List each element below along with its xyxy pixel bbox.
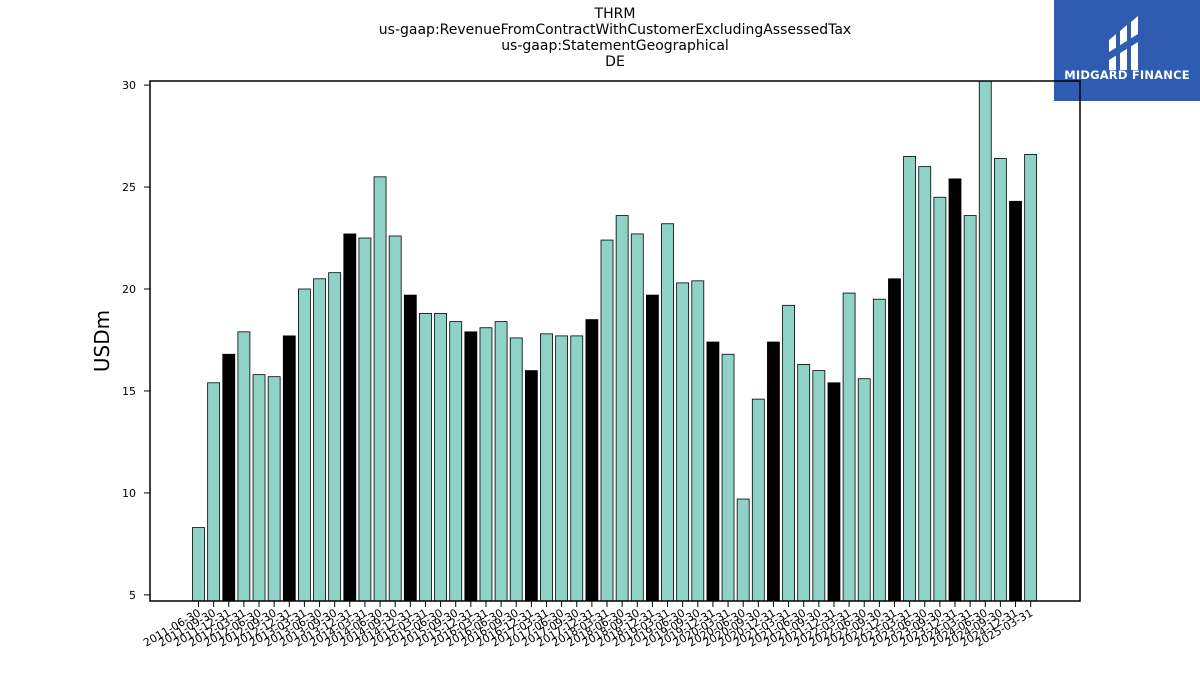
bar-2013-06-30 bbox=[313, 278, 326, 602]
bar-2014-09-30 bbox=[388, 235, 402, 602]
bar-2019-09-30 bbox=[691, 280, 705, 602]
bar-2015-03-31 bbox=[419, 313, 432, 602]
bar-2021-09-30 bbox=[812, 370, 826, 602]
bar-2016-12-31 bbox=[524, 370, 538, 602]
plot-frame bbox=[149, 80, 1081, 602]
bars-group bbox=[192, 80, 1038, 602]
bar-2023-09-30 bbox=[933, 196, 947, 602]
midgard-finance-logo: MIDGARD FINANCE bbox=[1054, 0, 1200, 101]
bar-2013-12-31 bbox=[343, 233, 357, 602]
bar-2012-06-30 bbox=[252, 374, 266, 602]
title-line-member: DE bbox=[605, 54, 625, 70]
y-axis-label: USDm bbox=[90, 310, 114, 372]
bar-2014-12-31 bbox=[403, 294, 417, 602]
title-line-axis: us-gaap:StatementGeographical bbox=[501, 38, 729, 54]
bar-2024-12-31 bbox=[1009, 200, 1022, 602]
midgard-logo-icon bbox=[1109, 16, 1138, 70]
bar-2017-03-31 bbox=[540, 333, 553, 602]
bar-2025-03-31 bbox=[1024, 154, 1038, 602]
bar-2022-03-31 bbox=[842, 292, 856, 602]
bar-2012-09-30 bbox=[267, 376, 281, 602]
bar-2018-03-31 bbox=[600, 239, 614, 602]
bar-2020-06-30 bbox=[736, 498, 750, 602]
bar-2019-03-31 bbox=[661, 223, 674, 602]
bar-2021-12-31 bbox=[827, 382, 841, 602]
bar-2011-06-30 bbox=[192, 527, 205, 602]
bar-2015-06-30 bbox=[434, 313, 447, 602]
y-tick-label: 30 bbox=[122, 79, 136, 92]
bar-2015-09-30 bbox=[449, 321, 463, 602]
bar-2012-12-31 bbox=[282, 335, 296, 602]
y-tick-label: 15 bbox=[122, 385, 136, 398]
bar-2016-06-30 bbox=[494, 321, 508, 602]
y-tick-label: 5 bbox=[129, 589, 136, 602]
bar-2019-06-30 bbox=[676, 282, 690, 602]
logo-text: MIDGARD FINANCE bbox=[1064, 68, 1190, 82]
bar-2022-09-30 bbox=[872, 298, 886, 602]
chart-title: THRM us-gaap:RevenueFromContractWithCust… bbox=[0, 6, 1200, 70]
y-tick-label: 10 bbox=[122, 487, 136, 500]
bar-2021-06-30 bbox=[797, 364, 811, 602]
title-line-ticker: THRM bbox=[594, 6, 636, 22]
bar-2024-09-30 bbox=[993, 158, 1007, 602]
bar-2021-03-31 bbox=[782, 304, 795, 602]
bar-2023-03-31 bbox=[903, 156, 917, 602]
bar-2022-12-31 bbox=[888, 278, 901, 602]
bar-2017-12-31 bbox=[585, 319, 599, 602]
bar-2023-06-30 bbox=[918, 166, 932, 602]
bar-2011-09-30 bbox=[207, 382, 221, 602]
bar-2017-09-30 bbox=[570, 335, 584, 602]
title-line-concept: us-gaap:RevenueFromContractWithCustomerE… bbox=[378, 22, 852, 38]
bar-2022-06-30 bbox=[857, 378, 871, 602]
bar-2013-09-30 bbox=[328, 272, 342, 602]
bar-2020-03-31 bbox=[721, 353, 735, 602]
bar-2016-09-30 bbox=[509, 337, 523, 602]
bar-2014-06-30 bbox=[373, 176, 387, 602]
y-axis: 5 10 15 20 25 30 bbox=[122, 79, 150, 602]
bar-2012-03-31 bbox=[237, 331, 251, 602]
bar-2016-03-31 bbox=[479, 327, 493, 602]
bar-2018-09-30 bbox=[630, 233, 644, 602]
bar-2024-03-31 bbox=[963, 215, 977, 602]
bar-2018-12-31 bbox=[646, 294, 659, 602]
bar-2020-09-30 bbox=[751, 398, 765, 602]
bar-2020-12-31 bbox=[767, 341, 780, 602]
bar-2013-03-31 bbox=[298, 288, 311, 602]
bar-2023-12-31 bbox=[948, 178, 962, 602]
y-tick-label: 25 bbox=[122, 181, 136, 194]
bar-2015-12-31 bbox=[464, 331, 478, 602]
bar-2024-06-30 bbox=[978, 80, 992, 602]
bar-2014-03-31 bbox=[358, 237, 372, 602]
bar-2017-06-30 bbox=[555, 335, 569, 602]
bar-2018-06-30 bbox=[615, 215, 629, 602]
x-axis: 2011-06-302011-09-302011-12-312012-03-31… bbox=[141, 601, 1035, 650]
y-tick-label: 20 bbox=[122, 283, 136, 296]
bar-2019-12-31 bbox=[706, 341, 720, 602]
bar-2011-12-31 bbox=[222, 353, 236, 602]
